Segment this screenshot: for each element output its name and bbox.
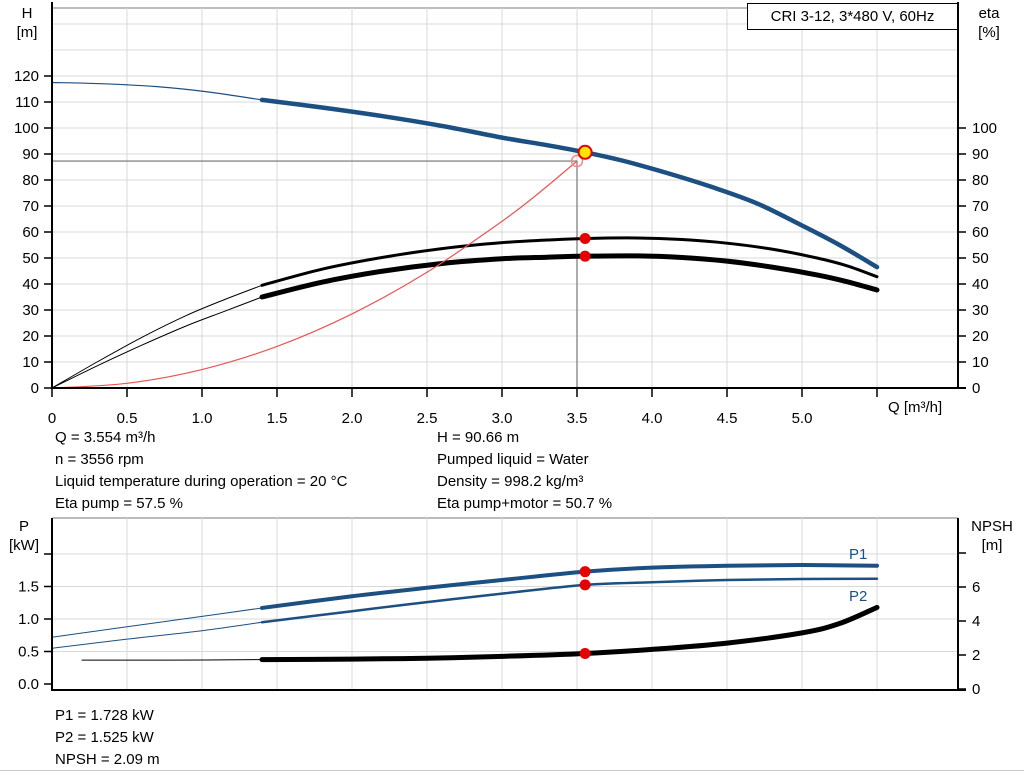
eta-pump-motor-curve bbox=[259, 253, 880, 300]
left-tick-label: 70 bbox=[22, 198, 39, 215]
npsh-axis-label-unit: [m] bbox=[981, 537, 1003, 554]
npsh-axis-label-symbol: NPSH bbox=[971, 518, 1013, 535]
left-tick-label: 1.5 bbox=[18, 579, 39, 596]
right-tick-label: 100 bbox=[972, 120, 997, 137]
eta-pump-curve bbox=[260, 236, 879, 287]
left-tick-label: 30 bbox=[22, 302, 39, 319]
eta-pump-motor-operating-dot[interactable] bbox=[579, 250, 591, 262]
eta-axis-label: eta [%] bbox=[968, 4, 1010, 42]
p1-operating-dot[interactable] bbox=[579, 566, 591, 578]
h-axis-label: H [m] bbox=[8, 4, 46, 42]
right-tick-label: 70 bbox=[972, 198, 989, 215]
readout-speed: n = 3556 rpm bbox=[55, 451, 144, 468]
eta-pump-motor-preview bbox=[51, 296, 263, 389]
x-tick-label: 2.0 bbox=[342, 410, 363, 427]
p-axis-label-symbol: P bbox=[18, 518, 29, 535]
readout-p1: P1 = 1.728 kW bbox=[55, 707, 154, 724]
p-axis-label-unit: [kW] bbox=[9, 537, 39, 554]
eta-pump-preview bbox=[51, 284, 263, 389]
p2-curve bbox=[260, 577, 879, 624]
x-tick-label: 2.5 bbox=[417, 410, 438, 427]
left-tick-label: 0 bbox=[31, 380, 39, 397]
x-tick-label: 0 bbox=[48, 410, 56, 427]
left-tick-label: 0.0 bbox=[18, 676, 39, 693]
right-tick-label: 4 bbox=[972, 613, 980, 630]
left-tick-label: 1.0 bbox=[18, 611, 39, 628]
eta-pump-operating-dot[interactable] bbox=[579, 233, 591, 244]
x-tick-label: 1.0 bbox=[192, 410, 213, 427]
readout-flow: Q = 3.554 m³/h bbox=[55, 429, 156, 446]
readout-liquid: Pumped liquid = Water bbox=[437, 451, 589, 468]
right-tick-label: 30 bbox=[972, 302, 989, 319]
right-tick-label: 50 bbox=[972, 250, 989, 267]
q-axis-label: Q [m³/h] bbox=[888, 399, 943, 416]
panel-divider bbox=[0, 770, 1024, 771]
right-tick-label: 90 bbox=[972, 146, 989, 163]
npsh-operating-dot[interactable] bbox=[579, 647, 591, 659]
x-tick-label: 3.5 bbox=[567, 410, 588, 427]
npsh-curve bbox=[259, 604, 880, 663]
p2-preview bbox=[51, 621, 263, 649]
npsh-preview bbox=[81, 659, 263, 661]
readout-head: H = 90.66 m bbox=[437, 429, 520, 446]
readout-npsh: NPSH = 2.09 m bbox=[55, 751, 160, 768]
h-axis-label-unit: [m] bbox=[16, 24, 38, 41]
right-tick-label: 6 bbox=[972, 579, 980, 596]
left-tick-label: 20 bbox=[22, 328, 39, 345]
x-tick-label: 3.0 bbox=[492, 410, 513, 427]
npsh-axis-label: NPSH [m] bbox=[964, 517, 1020, 555]
h-curve bbox=[259, 97, 880, 270]
h-curve-preview bbox=[51, 81, 263, 101]
power-chart: 0.0 0.5 1.0 1.5 0 2 4 6 bbox=[18, 517, 980, 698]
h-axis-label-symbol: H bbox=[21, 5, 33, 22]
pump-title-box: CRI 3-12, 3*480 V, 60Hz bbox=[747, 3, 958, 30]
readout-p2: P2 = 1.525 kW bbox=[55, 729, 154, 746]
eta-axis-label-symbol: eta bbox=[978, 5, 1000, 22]
left-tick-label: 100 bbox=[14, 120, 39, 137]
p2-curve-label: P2 bbox=[849, 588, 868, 605]
readout-density: Density = 998.2 kg/m³ bbox=[437, 473, 584, 490]
x-tick-label: 1.5 bbox=[267, 410, 288, 427]
p-axis-label: P [kW] bbox=[2, 517, 46, 555]
left-tick-label: 60 bbox=[22, 224, 39, 241]
right-tick-label: 0 bbox=[972, 380, 980, 397]
right-tick-label: 20 bbox=[972, 328, 989, 345]
left-tick-label: 110 bbox=[15, 94, 39, 111]
left-tick-label: 90 bbox=[22, 146, 39, 163]
left-tick-label: 40 bbox=[22, 276, 39, 293]
right-tick-label: 80 bbox=[972, 172, 989, 189]
p1-curve-label: P1 bbox=[849, 546, 868, 563]
readout-eta-total: Eta pump+motor = 50.7 % bbox=[437, 495, 613, 512]
p2-operating-dot[interactable] bbox=[579, 579, 591, 591]
eta-axis-label-unit: [%] bbox=[978, 24, 1000, 41]
x-tick-label: 0.5 bbox=[117, 410, 138, 427]
left-tick-label: 120 bbox=[14, 68, 39, 85]
crosshair-point-marker bbox=[570, 154, 584, 168]
left-tick-label: 80 bbox=[22, 172, 39, 189]
right-tick-label: 40 bbox=[972, 276, 989, 293]
x-tick-label: 4.5 bbox=[717, 410, 738, 427]
system-curve bbox=[51, 160, 578, 389]
x-tick-label: 4.0 bbox=[642, 410, 663, 427]
right-tick-label: 10 bbox=[972, 354, 989, 371]
readout-temperature: Liquid temperature during operation = 20… bbox=[55, 473, 348, 490]
right-tick-label: 60 bbox=[972, 224, 989, 241]
left-tick-label: 10 bbox=[22, 354, 39, 371]
hq-chart: 0 0.5 1.0 1.5 2.0 2.5 3.0 3.5 4.0 4.5 5.0 0 10 20 30 40… bbox=[14, 2, 997, 427]
left-tick-label: 0.5 bbox=[18, 644, 39, 661]
readout-eta-pump: Eta pump = 57.5 % bbox=[55, 495, 183, 512]
right-tick-label: 2 bbox=[972, 647, 980, 664]
right-tick-label: 0 bbox=[972, 681, 980, 698]
p1-preview bbox=[51, 607, 263, 638]
duty-point-marker[interactable] bbox=[577, 144, 593, 160]
x-tick-label: 5.0 bbox=[792, 410, 813, 427]
left-tick-label: 50 bbox=[22, 250, 39, 267]
